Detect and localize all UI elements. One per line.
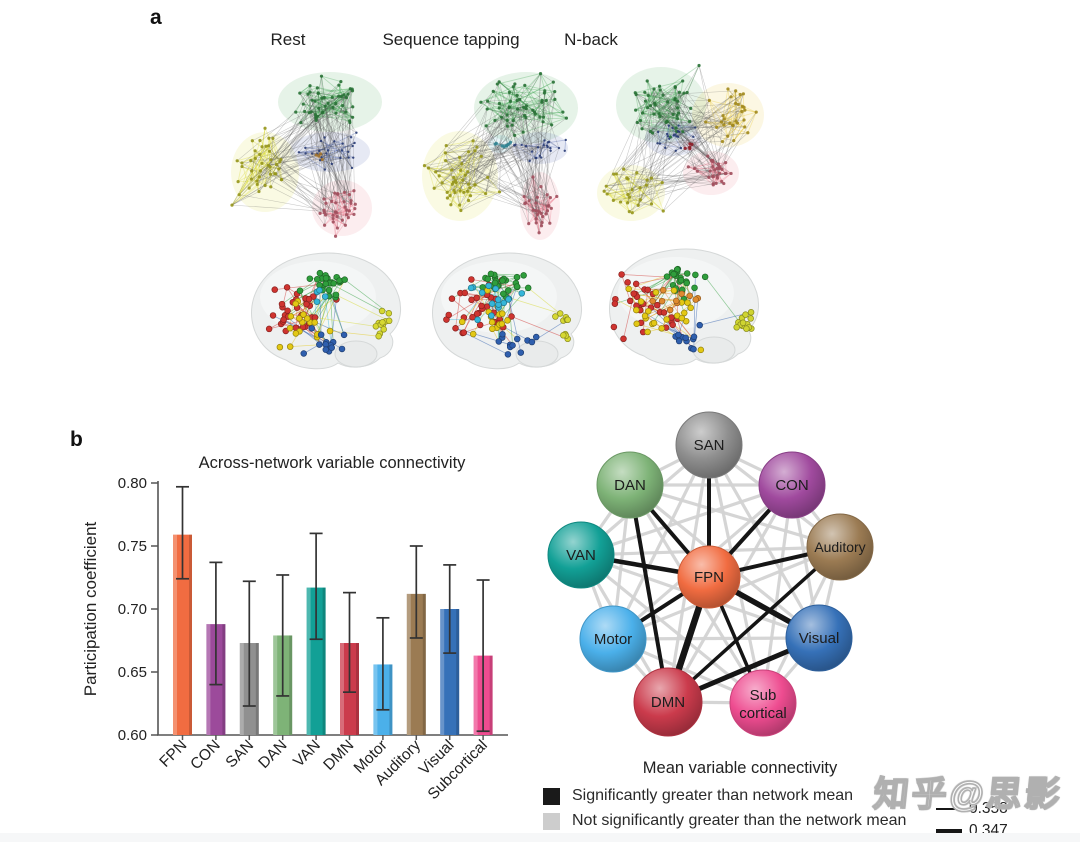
svg-text:Motor: Motor	[594, 631, 632, 648]
panel-b-label: b	[70, 428, 83, 451]
svg-text:Sub: Sub	[750, 687, 777, 704]
brain-render-nback	[609, 248, 759, 366]
svg-text:DAN: DAN	[614, 477, 646, 494]
network-node-VAN: VAN	[547, 521, 615, 589]
brain-render-rest	[251, 252, 401, 370]
network-node-DAN: DAN	[596, 451, 664, 519]
bottom-strip	[0, 833, 1080, 842]
network-node-CON: CON	[758, 451, 826, 519]
bar-DAN	[273, 574, 293, 735]
svg-text:Participation coefficient: Participation coefficient	[81, 521, 100, 696]
svg-text:0.65: 0.65	[118, 664, 147, 681]
svg-text:Across-network variable connec: Across-network variable connectivity	[199, 454, 467, 472]
svg-text:SAN: SAN	[694, 437, 725, 454]
network-graph-sequence-tapping	[422, 72, 578, 240]
network-graph-nback	[597, 63, 764, 221]
network-node-SAN: SAN	[675, 411, 743, 479]
svg-text:CON: CON	[775, 477, 808, 494]
legend-row-not-significant: Not significantly greater than the netwo…	[543, 812, 906, 830]
svg-text:DMN: DMN	[651, 694, 685, 711]
brain-render-sequence-tapping	[432, 252, 582, 370]
network-legend-caption: Mean variable connectivity	[642, 759, 838, 777]
svg-text:DAN: DAN	[255, 737, 290, 772]
network-node-Auditory: Auditory	[806, 513, 874, 581]
bar-CON	[206, 561, 226, 735]
svg-text:DMN: DMN	[320, 737, 357, 774]
bar-Auditory	[406, 545, 426, 735]
network-node-DMN: DMN	[633, 667, 703, 737]
network-node-FPN: FPN	[677, 545, 741, 609]
legend-swatch-significant	[543, 787, 560, 805]
svg-text:Visual: Visual	[799, 630, 840, 647]
bar-FPN	[173, 485, 192, 735]
svg-text:0.70: 0.70	[118, 601, 147, 618]
svg-text:0.75: 0.75	[118, 538, 147, 555]
bar-VAN	[306, 532, 326, 735]
svg-text:SAN: SAN	[223, 737, 258, 772]
task-column-title-sequence-tapping: Sequence tapping	[382, 30, 520, 49]
panel-a-label: a	[150, 6, 162, 29]
svg-text:Auditory: Auditory	[814, 539, 865, 555]
svg-text:FPN: FPN	[156, 737, 190, 771]
network-node-Motor: Motor	[579, 605, 647, 673]
edge-scale-line-thin	[936, 807, 962, 811]
svg-text:CON: CON	[187, 737, 223, 773]
svg-text:VAN: VAN	[566, 547, 596, 564]
network-node-Visual: Visual	[785, 604, 853, 672]
legend-swatch-not-significant	[543, 812, 560, 830]
svg-text:cortical: cortical	[739, 705, 787, 722]
task-column-title-nback: N-back	[564, 30, 618, 49]
bar-DMN	[340, 591, 359, 735]
svg-text:0.80: 0.80	[118, 475, 147, 492]
svg-text:0.60: 0.60	[118, 727, 147, 744]
task-column-title-rest: Rest	[270, 30, 306, 49]
legend-label-significant: Significantly greater than network mean	[572, 787, 854, 804]
bar-Visual	[440, 564, 460, 735]
bar-SAN	[239, 580, 259, 735]
bar-Subcortical	[473, 579, 493, 735]
network-diagram-mean-variable-connectivity: SAN DAN CON VAN Auditory FPN Motor Visual DMN Sub…	[547, 411, 874, 737]
watermark: 知乎@思影	[871, 774, 1066, 815]
legend-label-not-significant: Not significantly greater than the netwo…	[572, 812, 907, 829]
legend-row-significant: Significantly greater than network mean	[543, 787, 853, 805]
edge-scale-row-1: 0.358	[936, 800, 1008, 818]
network-node-Subcortical: Subcortical	[729, 669, 797, 737]
bar-Motor	[373, 616, 393, 735]
bar-chart-participation-coefficient: Across-network variable connectivity Part…	[81, 454, 508, 803]
svg-text:VAN: VAN	[290, 737, 324, 771]
edge-scale-value-1: 0.358	[969, 800, 1008, 817]
network-graph-rest	[230, 72, 382, 238]
svg-text:FPN: FPN	[694, 569, 724, 586]
edge-scale-line-thick	[936, 828, 962, 834]
